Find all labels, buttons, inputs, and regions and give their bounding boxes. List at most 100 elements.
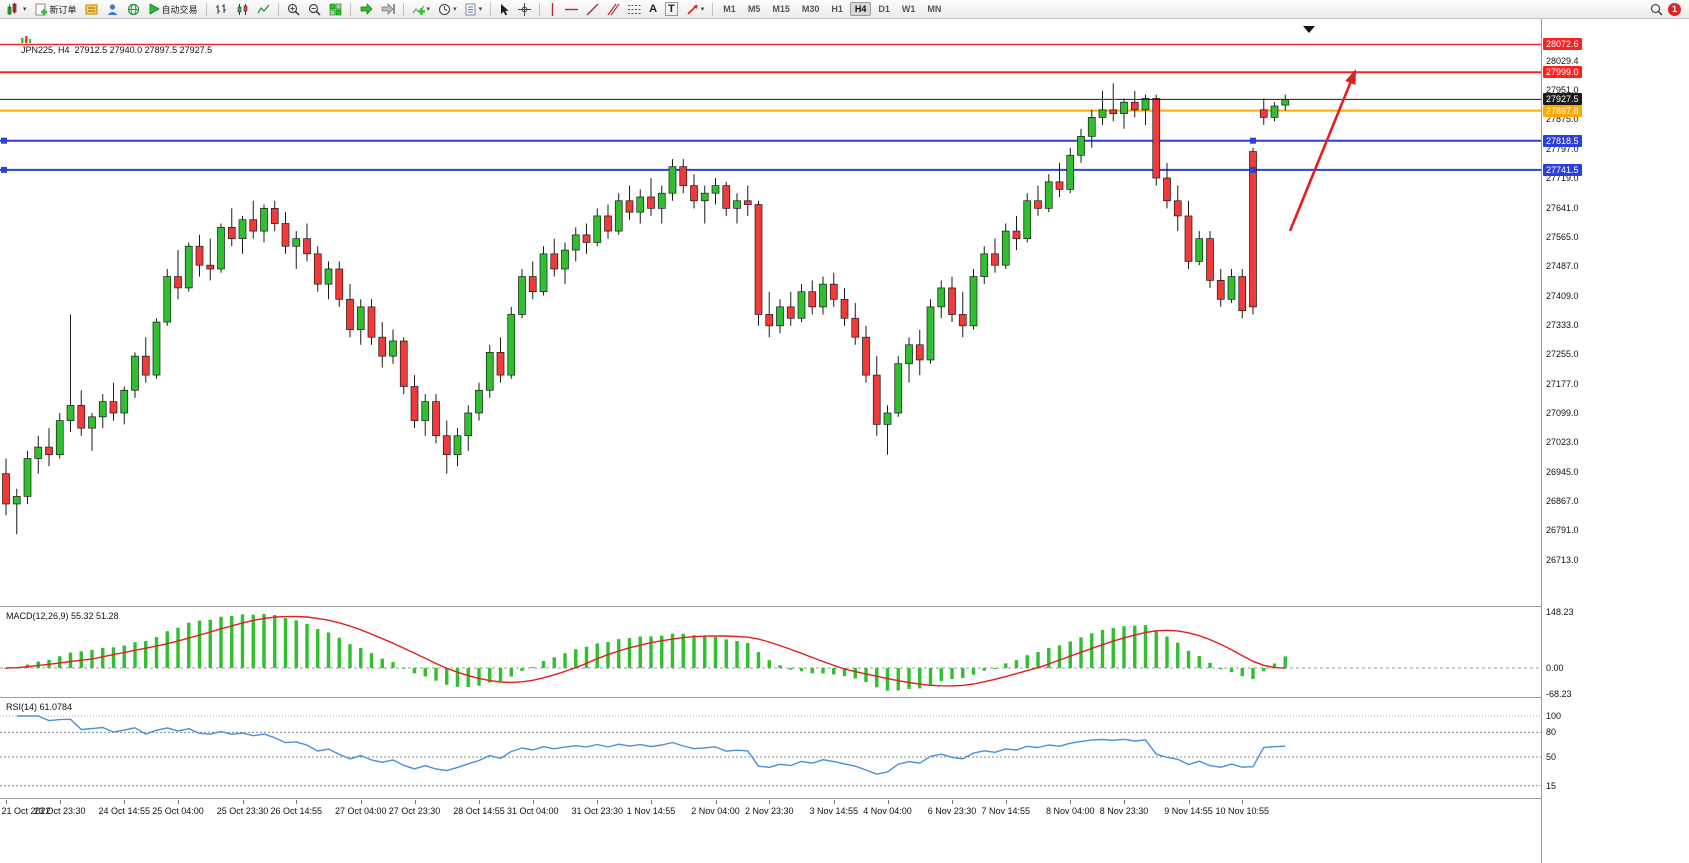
timeframe-M30[interactable]: M30 — [801, 4, 820, 14]
new-chart-icon — [7, 2, 17, 15]
timeframe-H1[interactable]: H1 — [831, 4, 843, 14]
price-tick: 27099.0 — [1546, 408, 1579, 419]
timeframe-M5[interactable]: M5 — [747, 4, 761, 14]
macd-bar — [1090, 633, 1094, 668]
candle-body — [1098, 109, 1107, 118]
bar-chart-type-button[interactable] — [212, 1, 231, 18]
rsi-tick: 80 — [1546, 727, 1557, 738]
candle-body — [260, 207, 268, 232]
macd-bar — [434, 668, 438, 681]
hline-handle — [1, 137, 7, 144]
macd-bar — [799, 668, 804, 672]
time-tick — [296, 800, 298, 804]
macd-bar — [466, 668, 470, 688]
channel-button[interactable] — [604, 1, 623, 18]
candle-body — [1055, 181, 1064, 190]
metaeditor-button[interactable] — [82, 1, 101, 18]
horizontal-line-icon — [565, 8, 579, 10]
indicators-icon — [412, 5, 425, 15]
fibonacci-button[interactable] — [625, 1, 644, 18]
zoom-in-button[interactable] — [284, 1, 303, 18]
zoom-out-button[interactable] — [305, 1, 324, 18]
main-chart-pane: JPN225, H4 27912.5 27940.0 27897.5 27927… — [0, 19, 1541, 607]
trendline-button[interactable] — [583, 1, 602, 18]
new-order-icon — [35, 3, 47, 15]
macd-bar — [369, 653, 374, 668]
auto-scroll-button[interactable] — [356, 1, 376, 18]
market-watch-button[interactable] — [124, 1, 143, 18]
macd-bar — [359, 647, 363, 668]
globe-icon — [127, 3, 139, 15]
candlestick-icon — [237, 3, 247, 15]
text-label-button[interactable]: T — [662, 1, 681, 18]
macd-canvas[interactable] — [0, 608, 1541, 698]
candle-body — [733, 200, 741, 209]
timeframe-M1[interactable]: M1 — [723, 4, 736, 14]
templates-button[interactable]: ▾ — [462, 1, 486, 18]
candle-body — [819, 283, 827, 308]
candle-body — [1141, 98, 1150, 111]
time-label: 25 Oct 04:00 — [152, 806, 204, 816]
candle-body — [238, 219, 247, 240]
new-chart-button[interactable]: ▾ — [4, 1, 30, 18]
search-button[interactable] — [1647, 1, 1666, 18]
candle-body — [485, 352, 494, 391]
macd-bar — [961, 668, 965, 679]
arrows-button[interactable]: ▾ — [683, 1, 708, 18]
macd-bar — [574, 649, 578, 668]
candle-body — [77, 405, 86, 429]
timeframe-W1[interactable]: W1 — [901, 4, 916, 14]
candle-body — [281, 223, 290, 247]
macd-bar — [391, 662, 395, 668]
candle-body — [303, 238, 311, 255]
candle-body — [442, 435, 451, 456]
user-icon — [107, 3, 118, 15]
periods-button[interactable]: ▾ — [435, 1, 460, 18]
text-button[interactable]: A — [646, 1, 660, 18]
timeframe-D1[interactable]: D1 — [878, 4, 890, 14]
autotrading-button[interactable]: 自动交易 — [145, 1, 201, 18]
notification-badge[interactable]: 1 — [1668, 2, 1681, 16]
macd-bar — [928, 668, 933, 685]
macd-bar — [1036, 651, 1040, 668]
candle-body — [1227, 276, 1236, 300]
time-label: 27 Oct 23:30 — [388, 806, 441, 816]
timeframe-M15[interactable]: M15 — [772, 4, 790, 14]
time-tick — [715, 800, 717, 804]
timeframe-MN[interactable]: MN — [927, 4, 942, 14]
line-chart-icon — [256, 4, 270, 13]
price-tick: 27565.0 — [1546, 231, 1579, 242]
candle-chart-type-button[interactable] — [233, 1, 252, 18]
vertical-line-button[interactable] — [545, 1, 560, 18]
tile-windows-button[interactable] — [326, 1, 345, 18]
candle-body — [614, 200, 623, 232]
indicators-button[interactable]: ▾ — [409, 1, 434, 18]
macd-bar — [187, 622, 191, 668]
price-tick: 26791.0 — [1546, 525, 1579, 536]
macd-bar — [832, 668, 836, 675]
timeframe-H4[interactable]: H4 — [849, 2, 872, 16]
macd-bar — [1186, 650, 1191, 668]
candle-body — [1270, 105, 1279, 118]
candle-body — [378, 336, 387, 357]
horizontal-line-button[interactable] — [562, 1, 581, 18]
chevron-down-icon: ▾ — [23, 5, 27, 13]
price-tick: 26945.0 — [1546, 466, 1579, 477]
time-axis[interactable]: 21 Oct 2022 23 Oct 23:30 24 Oct 14:55 25 Oc… — [0, 800, 1541, 822]
chart-region: JPN225, H4 27912.5 27940.0 27897.5 27927… — [0, 19, 1689, 863]
candle-body — [1012, 230, 1021, 240]
macd-bar — [68, 652, 73, 668]
profile-button[interactable] — [103, 1, 122, 18]
candles — [2, 83, 1290, 535]
new-order-button[interactable]: 新订单 — [32, 1, 80, 18]
macd-tick: -68.23 — [1546, 689, 1572, 699]
price-axis[interactable]: 28029.4 27951.0 27875.0 27797.0 27719.0 27641… — [1541, 19, 1689, 863]
candle-body — [958, 314, 967, 327]
main-chart-canvas[interactable] — [0, 19, 1541, 607]
crosshair-button[interactable] — [515, 1, 534, 18]
rsi-canvas[interactable] — [0, 699, 1541, 799]
line-chart-type-button[interactable] — [254, 1, 273, 18]
shift-chart-button[interactable] — [378, 1, 398, 18]
macd-bar — [1240, 668, 1244, 677]
cursor-button[interactable] — [496, 1, 513, 18]
